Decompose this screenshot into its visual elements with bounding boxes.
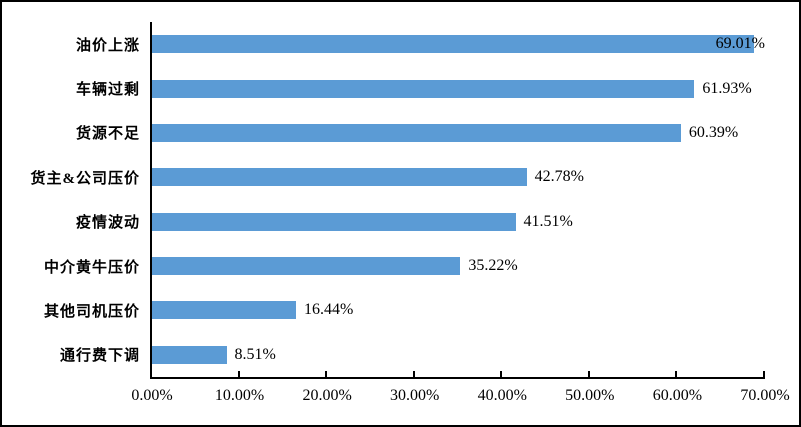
x-axis-tick <box>412 371 415 377</box>
bar <box>152 168 527 187</box>
plot-area: 69.01% 61.93% 60.39% 42.78% 41.51% 35.22% 16.4… <box>150 22 765 379</box>
category-label: 车辆过剩 <box>75 82 140 99</box>
bar-row: 35.22% <box>152 244 765 288</box>
category-label: 油价上涨 <box>75 37 140 54</box>
x-axis-tick <box>675 371 678 377</box>
bar-row: 69.01% <box>152 22 765 66</box>
value-label: 8.51% <box>234 345 276 363</box>
bar-row: 41.51% <box>152 200 765 244</box>
value-label: 69.01% <box>715 35 765 53</box>
value-label: 61.93% <box>702 79 752 97</box>
category-label: 疫情波动 <box>75 215 140 232</box>
bar-row: 42.78% <box>152 155 765 199</box>
bar <box>152 79 695 98</box>
x-axis-tick <box>325 371 328 377</box>
bar <box>152 212 516 231</box>
x-axis-tick <box>500 371 503 377</box>
x-tick-label: 30.00% <box>390 387 440 404</box>
x-tick-label: 50.00% <box>565 387 615 404</box>
bar-row: 60.39% <box>152 111 765 155</box>
x-tick-label: 70.00% <box>740 387 790 404</box>
x-tick-label: 40.00% <box>477 387 527 404</box>
value-label: 60.39% <box>688 123 739 141</box>
category-label: 货源不足 <box>75 126 140 143</box>
bar-row: 8.51% <box>152 333 765 377</box>
category-axis: 油价上涨车辆过剩货源不足货主&公司压价疫情波动中介黄牛压价 其他司机压价通行费下调 <box>2 22 140 377</box>
category-label: 货主&公司压价 <box>30 170 140 187</box>
category-label: 通行费下调 <box>59 348 140 365</box>
bar-rows: 69.01% 61.93% 60.39% 42.78% 41.51% 35.22% 16.4… <box>152 22 765 377</box>
x-tick-label: 20.00% <box>302 387 352 404</box>
bar <box>152 123 681 142</box>
value-label: 16.44% <box>303 301 354 319</box>
bar <box>152 345 227 364</box>
bar <box>152 35 754 54</box>
x-tick-label: 0.00% <box>131 387 173 404</box>
value-label: 42.78% <box>534 168 584 186</box>
x-axis-tick <box>763 371 765 377</box>
bar-row: 16.44% <box>152 288 765 332</box>
bar <box>152 257 461 276</box>
bar <box>152 301 296 320</box>
category-label: 中介黄牛压价 <box>43 259 140 276</box>
value-label: 35.22% <box>468 257 518 275</box>
category-label: 其他司机压价 <box>43 303 140 320</box>
value-label: 41.51% <box>523 212 573 230</box>
x-axis-tick <box>150 371 152 377</box>
x-axis-tick <box>587 371 590 377</box>
x-tick-label: 60.00% <box>652 387 703 404</box>
bar-row: 61.93% <box>152 66 765 110</box>
x-tick-label: 10.00% <box>214 387 265 404</box>
x-axis-labels: 0.00% 10.00% 20.00% 30.00% 40.00% 50.00% 60.00… <box>131 387 789 409</box>
x-axis-tick <box>237 371 240 377</box>
